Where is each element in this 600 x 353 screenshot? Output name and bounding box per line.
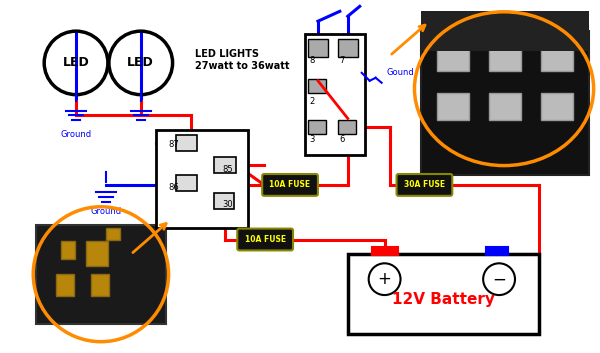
Bar	[489, 43, 521, 71]
Bar	[155, 130, 248, 228]
Text: LED: LED	[62, 56, 89, 70]
Text: LED: LED	[127, 56, 154, 70]
Bar	[86, 241, 108, 266]
Bar	[308, 120, 326, 134]
Text: −: −	[492, 270, 506, 288]
Text: 85: 85	[223, 165, 233, 174]
Bar	[308, 39, 328, 57]
Bar	[348, 255, 539, 334]
FancyBboxPatch shape	[262, 174, 318, 196]
Text: Gound: Gound	[386, 68, 415, 77]
FancyBboxPatch shape	[237, 229, 293, 250]
Bar	[36, 225, 166, 324]
Bar	[489, 93, 521, 120]
Text: 3: 3	[309, 135, 314, 144]
Text: 87: 87	[169, 140, 179, 149]
Text: 7: 7	[339, 56, 344, 65]
FancyBboxPatch shape	[397, 174, 452, 196]
Text: +: +	[377, 270, 392, 288]
Text: LED LIGHTS
27watt to 36watt: LED LIGHTS 27watt to 36watt	[196, 49, 290, 71]
Bar	[106, 228, 120, 239]
Bar	[421, 31, 589, 175]
Text: Ground: Ground	[61, 130, 92, 139]
Bar	[61, 241, 75, 259]
Bar	[214, 157, 236, 173]
Text: 86: 86	[169, 183, 179, 192]
Bar	[176, 135, 197, 151]
Text: 10A FUSE: 10A FUSE	[245, 235, 286, 244]
Bar	[437, 43, 469, 71]
Bar	[176, 175, 197, 191]
Bar	[214, 193, 235, 209]
Text: 12V Battery: 12V Battery	[392, 292, 495, 306]
Bar	[338, 39, 358, 57]
Text: 30: 30	[223, 200, 233, 209]
Bar	[486, 247, 508, 255]
Bar	[541, 43, 573, 71]
Bar	[371, 247, 398, 255]
Bar	[308, 79, 326, 93]
Bar	[338, 120, 356, 134]
Text: 10A FUSE: 10A FUSE	[269, 180, 311, 190]
Bar	[421, 11, 589, 51]
Text: 2: 2	[310, 97, 314, 106]
Text: 30A FUSE: 30A FUSE	[404, 180, 445, 190]
Bar	[56, 274, 74, 296]
Bar	[541, 93, 573, 120]
Bar	[305, 34, 365, 155]
Bar	[437, 93, 469, 120]
Text: Ground: Ground	[91, 207, 121, 216]
Text: 8: 8	[309, 56, 314, 65]
Text: 6: 6	[339, 135, 344, 144]
Bar	[91, 274, 109, 296]
